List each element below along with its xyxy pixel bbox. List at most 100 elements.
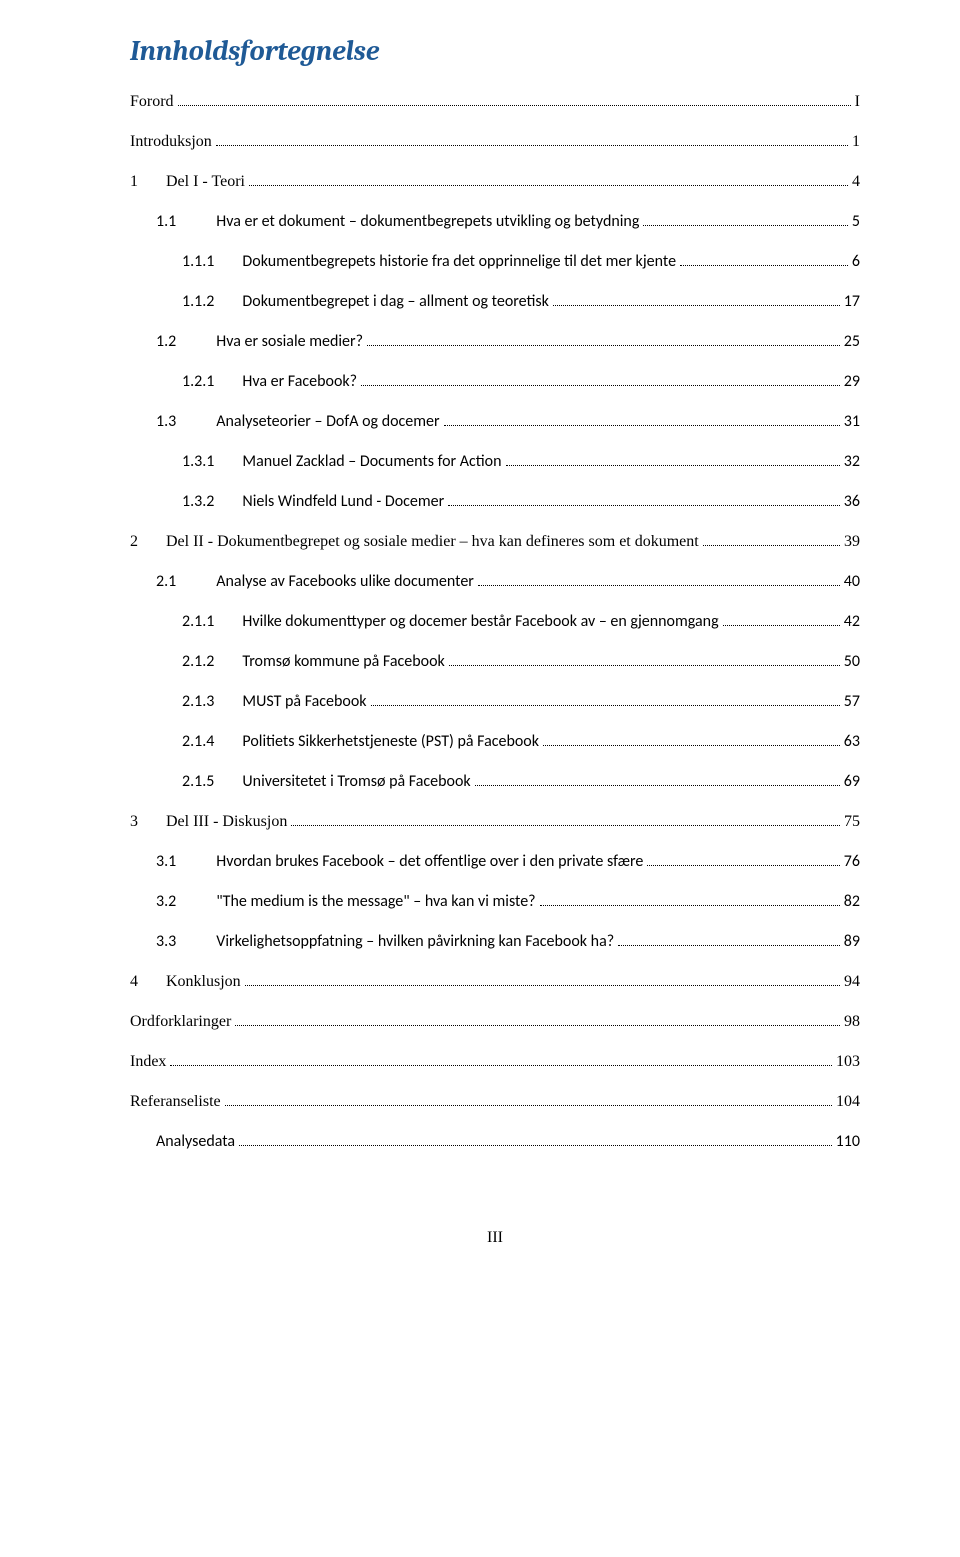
toc-leader-dots bbox=[178, 105, 851, 106]
toc-leader-dots bbox=[245, 985, 840, 986]
toc-page[interactable]: 76 bbox=[844, 850, 860, 874]
toc-row: 1.2 Hva er sosiale medier? 25 bbox=[156, 330, 860, 354]
toc-label[interactable]: 1.1.2Dokumentbegrepet i dag – allment og… bbox=[182, 290, 549, 314]
toc-label[interactable]: 2.1.1Hvilke dokumenttyper og docemer bes… bbox=[182, 610, 719, 634]
toc-page[interactable]: 39 bbox=[844, 530, 860, 554]
toc-row: 4 Konklusjon 94 bbox=[130, 970, 860, 994]
toc-label[interactable]: 1.1.1Dokumentbegrepets historie fra det … bbox=[182, 250, 676, 274]
toc-leader-dots bbox=[371, 705, 840, 706]
toc-page[interactable]: 69 bbox=[844, 770, 860, 794]
toc-number: 1.1 bbox=[156, 210, 176, 234]
toc-label[interactable]: 1.1Hva er et dokument – dokumentbegrepet… bbox=[156, 210, 639, 234]
toc-page[interactable]: 50 bbox=[844, 650, 860, 674]
toc-text: Konklusjon bbox=[166, 973, 241, 990]
toc-page[interactable]: 98 bbox=[844, 1010, 860, 1034]
toc-row: 1Del I - Teori 4 bbox=[130, 170, 860, 194]
toc-page[interactable]: 6 bbox=[852, 250, 860, 274]
toc-page[interactable]: 36 bbox=[844, 490, 860, 514]
toc-page[interactable]: 17 bbox=[844, 290, 860, 314]
toc-leader-dots bbox=[723, 625, 840, 626]
toc-row: 1.1.1Dokumentbegrepets historie fra det … bbox=[182, 250, 860, 274]
toc-label[interactable]: 2.1.5Universitetet i Tromsø på Facebook bbox=[182, 770, 471, 794]
toc-number: 2.1.4 bbox=[182, 730, 214, 754]
toc-label[interactable]: 1.2 Hva er sosiale medier? bbox=[156, 330, 363, 354]
toc-page[interactable]: 4 bbox=[852, 170, 860, 194]
toc-label[interactable]: Introduksjon bbox=[130, 130, 212, 154]
toc-number: 2.1.2 bbox=[182, 650, 214, 674]
toc-page[interactable]: 25 bbox=[844, 330, 860, 354]
toc-number: 4 bbox=[130, 970, 138, 994]
toc-page[interactable]: 104 bbox=[836, 1090, 860, 1114]
toc-text: Introduksjon bbox=[130, 133, 212, 150]
toc-label[interactable]: 1.3.2Niels Windfeld Lund - Docemer bbox=[182, 490, 444, 514]
toc-label[interactable]: 3Del III - Diskusjon bbox=[130, 810, 287, 834]
toc-text: Referanseliste bbox=[130, 1093, 221, 1110]
toc-text: Dokumentbegrepets historie fra det oppri… bbox=[242, 252, 676, 271]
toc-number: 1.2 bbox=[156, 330, 176, 354]
toc-page[interactable]: 75 bbox=[844, 810, 860, 834]
toc-row: Forord I bbox=[130, 90, 860, 114]
toc-label[interactable]: 2.1.3MUST på Facebook bbox=[182, 690, 367, 714]
toc-row: Analysedata 110 bbox=[156, 1130, 860, 1154]
toc-text: Virkelighetsoppfatning – hvilken påvirkn… bbox=[216, 932, 614, 951]
toc-text: Universitetet i Tromsø på Facebook bbox=[242, 772, 470, 791]
toc-label[interactable]: Index bbox=[130, 1050, 166, 1074]
toc-label[interactable]: Forord bbox=[130, 90, 174, 114]
toc-page[interactable]: 57 bbox=[844, 690, 860, 714]
page-title: Innholdsfortegnelse bbox=[130, 30, 860, 72]
toc-leader-dots bbox=[444, 425, 840, 426]
toc-row: 3Del III - Diskusjon 75 bbox=[130, 810, 860, 834]
toc-page[interactable]: 40 bbox=[844, 570, 860, 594]
toc-page[interactable]: I bbox=[855, 90, 860, 114]
toc-page[interactable]: 89 bbox=[844, 930, 860, 954]
toc-row: 1.1.2Dokumentbegrepet i dag – allment og… bbox=[182, 290, 860, 314]
toc-leader-dots bbox=[703, 545, 840, 546]
toc-page[interactable]: 103 bbox=[836, 1050, 860, 1074]
toc-label[interactable]: 3.2"The medium is the message" – hva kan… bbox=[156, 890, 536, 914]
toc-label[interactable]: 2Del II - Dokumentbegrepet og sosiale me… bbox=[130, 530, 699, 554]
toc-label[interactable]: 2.1 Analyse av Facebooks ulike documenter bbox=[156, 570, 474, 594]
toc-number: 3.2 bbox=[156, 890, 176, 914]
page-number-footer: III bbox=[130, 1226, 860, 1250]
toc-row: Index 103 bbox=[130, 1050, 860, 1074]
toc-leader-dots bbox=[506, 465, 840, 466]
toc-page[interactable]: 5 bbox=[852, 210, 860, 234]
toc-leader-dots bbox=[448, 505, 840, 506]
toc-label[interactable]: 4 Konklusjon bbox=[130, 970, 241, 994]
toc-page[interactable]: 42 bbox=[844, 610, 860, 634]
toc-number: 2.1 bbox=[156, 570, 176, 594]
toc-page[interactable]: 63 bbox=[844, 730, 860, 754]
toc-text: Hva er sosiale medier? bbox=[216, 332, 363, 351]
toc-label[interactable]: 2.1.2Tromsø kommune på Facebook bbox=[182, 650, 445, 674]
toc-text: Dokumentbegrepet i dag – allment og teor… bbox=[242, 292, 549, 311]
toc-page[interactable]: 1 bbox=[852, 130, 860, 154]
toc-label[interactable]: 1.3.1Manuel Zacklad – Documents for Acti… bbox=[182, 450, 502, 474]
toc-row: 3.2"The medium is the message" – hva kan… bbox=[156, 890, 860, 914]
toc-page[interactable]: 82 bbox=[844, 890, 860, 914]
toc-row: Ordforklaringer 98 bbox=[130, 1010, 860, 1034]
toc-label[interactable]: 1.2.1Hva er Facebook? bbox=[182, 370, 357, 394]
toc-page[interactable]: 110 bbox=[836, 1130, 860, 1154]
toc-leader-dots bbox=[449, 665, 840, 666]
toc-row: 2.1.4 Politiets Sikkerhetstjeneste (PST) … bbox=[182, 730, 860, 754]
toc-page[interactable]: 32 bbox=[844, 450, 860, 474]
toc-page[interactable]: 29 bbox=[844, 370, 860, 394]
toc-text: Analyse av Facebooks ulike documenter bbox=[216, 572, 474, 591]
toc-label[interactable]: Analysedata bbox=[156, 1130, 235, 1154]
toc-label[interactable]: Ordforklaringer bbox=[130, 1010, 231, 1034]
toc-page[interactable]: 94 bbox=[844, 970, 860, 994]
toc-label[interactable]: 1.3Analyseteorier – DofA og docemer bbox=[156, 410, 440, 434]
toc-text: Hvordan brukes Facebook – det offentlige… bbox=[216, 852, 643, 871]
toc-text: Politiets Sikkerhetstjeneste (PST) på Fa… bbox=[242, 732, 539, 751]
toc-label[interactable]: 3.3Virkelighetsoppfatning – hvilken påvi… bbox=[156, 930, 614, 954]
toc-page[interactable]: 31 bbox=[844, 410, 860, 434]
toc-label[interactable]: 1Del I - Teori bbox=[130, 170, 245, 194]
toc-text: Ordforklaringer bbox=[130, 1013, 231, 1030]
toc-leader-dots bbox=[543, 745, 840, 746]
toc-leader-dots bbox=[249, 185, 848, 186]
toc-row: 2Del II - Dokumentbegrepet og sosiale me… bbox=[130, 530, 860, 554]
toc-leader-dots bbox=[647, 865, 839, 866]
toc-label[interactable]: 3.1Hvordan brukes Facebook – det offentl… bbox=[156, 850, 643, 874]
toc-label[interactable]: Referanseliste bbox=[130, 1090, 221, 1114]
toc-label[interactable]: 2.1.4 Politiets Sikkerhetstjeneste (PST) … bbox=[182, 730, 539, 754]
